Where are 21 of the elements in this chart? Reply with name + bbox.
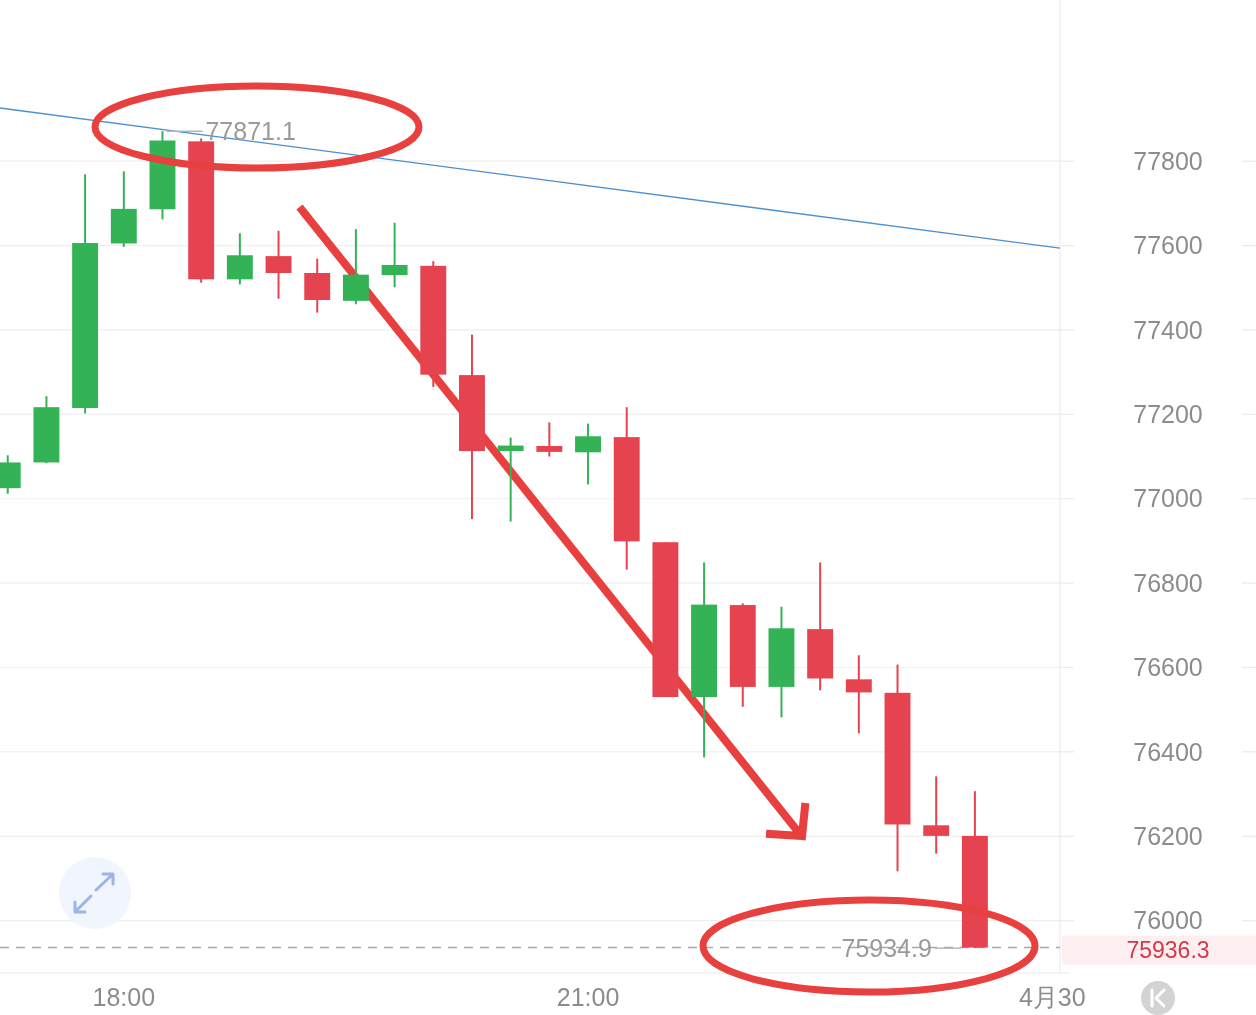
y-tick-label: 77400 bbox=[1133, 315, 1203, 344]
y-tick-label: 77800 bbox=[1133, 146, 1203, 175]
y-tick-label: 76600 bbox=[1133, 653, 1203, 682]
candlestick bbox=[536, 421, 563, 458]
annotation: 77871.1 bbox=[205, 116, 296, 145]
x-tick-label: 18:00 bbox=[92, 983, 156, 1011]
x-tick-label: 4月30 bbox=[1018, 983, 1086, 1011]
y-tick-label: 77600 bbox=[1133, 231, 1203, 260]
y-tick-label: 76400 bbox=[1133, 737, 1203, 766]
annotation: 75934.9 bbox=[841, 933, 932, 962]
y-tick-label: 77200 bbox=[1133, 400, 1203, 429]
ref-line-label: 75936.3 bbox=[1126, 937, 1210, 964]
candlestick bbox=[923, 775, 950, 855]
y-tick-label: 76800 bbox=[1133, 568, 1203, 597]
y-tick-label: 76000 bbox=[1133, 906, 1203, 935]
y-tick-label: 77000 bbox=[1133, 484, 1203, 513]
candlestick bbox=[845, 654, 872, 735]
y-tick-label: 76200 bbox=[1133, 822, 1203, 851]
candlestick bbox=[381, 221, 408, 289]
candlestick bbox=[497, 436, 524, 523]
x-tick-label: 21:00 bbox=[556, 983, 620, 1011]
